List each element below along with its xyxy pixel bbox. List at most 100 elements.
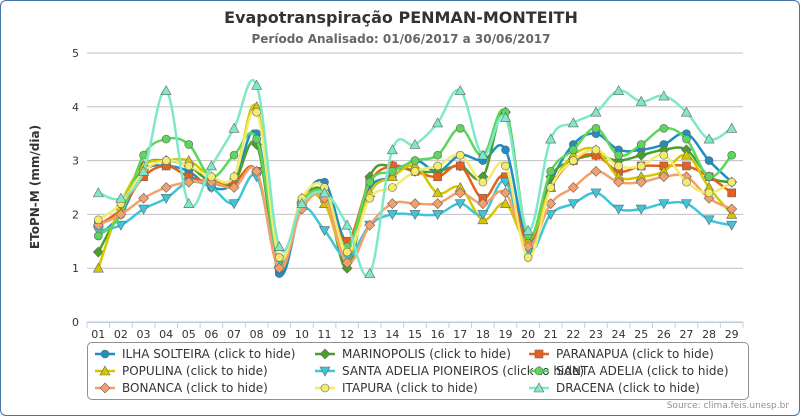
data-point-bonanca — [545, 198, 557, 210]
data-point-dracena — [409, 138, 421, 149]
x-tick-label: 20 — [521, 328, 535, 341]
legend-marker — [99, 382, 111, 394]
data-point-santa-adelia — [682, 134, 691, 144]
legend-symbol — [529, 382, 549, 393]
data-point-bonanca — [567, 182, 579, 193]
series-line-itapura — [97, 108, 733, 262]
legend-symbol — [529, 366, 549, 376]
data-point-santa-adelia-pioneiros — [138, 204, 150, 215]
data-point-itapura — [455, 150, 465, 160]
data-point-dracena — [454, 85, 466, 95]
data-point-santa-adelia-pioneiros — [228, 199, 240, 210]
data-point-dracena — [703, 133, 715, 144]
data-point-dracena — [590, 106, 602, 117]
data-point-santa-adelia — [433, 150, 442, 160]
legend-label: ILHA SOLTEIRA (click to hide) — [122, 347, 296, 361]
data-point-dracena — [296, 198, 308, 208]
data-point-paranapua — [682, 161, 691, 171]
legend-marker — [99, 365, 111, 376]
data-point-santa-adelia — [546, 167, 556, 176]
data-point-bonanca — [251, 165, 263, 177]
series-marinopolis — [92, 106, 738, 274]
data-point-santa-adelia-pioneiros — [432, 210, 444, 221]
x-tick-label: 05 — [182, 328, 196, 341]
data-point-dracena — [477, 149, 489, 160]
data-point-dracena — [658, 90, 670, 101]
data-point-bonanca — [228, 182, 240, 193]
x-tick-label: 03 — [137, 328, 151, 341]
data-point-bonanca — [454, 187, 466, 199]
data-point-dracena — [205, 160, 217, 171]
legend-label: PARANAPUA (click to hide) — [556, 347, 714, 361]
data-point-santa-adelia-pioneiros — [115, 220, 127, 231]
data-point-bonanca — [635, 176, 647, 188]
data-point-santa-adelia-pioneiros — [160, 193, 172, 204]
data-point-itapura — [523, 253, 533, 262]
y-tick-label: 3 — [72, 155, 79, 168]
data-point-dracena — [273, 241, 285, 251]
data-point-itapura — [501, 161, 510, 171]
data-point-santa-adelia — [455, 124, 465, 133]
data-point-bonanca — [658, 171, 670, 183]
data-point-santa-adelia — [727, 150, 736, 160]
x-tick-label: 16 — [431, 328, 445, 341]
data-point-dracena — [341, 219, 353, 230]
data-point-santa-adelia-pioneiros — [590, 188, 602, 199]
x-tick-label: 02 — [114, 328, 128, 341]
data-point-populina — [432, 187, 444, 198]
y-tick-label: 0 — [72, 316, 79, 329]
data-point-bonanca — [590, 165, 602, 177]
series-itapura — [94, 107, 736, 262]
data-point-santa-adelia-pioneiros — [477, 210, 489, 221]
data-point-santa-adelia-pioneiros — [726, 220, 738, 231]
data-point-itapura — [342, 247, 352, 257]
legend-label: SANTA ADELIA PIONEIROS (click to hide) — [342, 364, 585, 378]
x-tick-label: 09 — [272, 328, 286, 341]
data-point-santa-adelia-pioneiros — [454, 199, 466, 210]
x-tick-label: 12 — [340, 328, 354, 341]
data-point-paranapua — [455, 161, 465, 171]
data-point-populina — [499, 198, 511, 208]
data-point-bonanca — [500, 187, 511, 199]
series-line-populina — [97, 103, 733, 269]
data-point-ilha-solteira — [704, 156, 714, 165]
data-point-itapura — [682, 177, 691, 187]
data-point-dracena — [680, 106, 692, 117]
data-point-santa-adelia-pioneiros — [613, 204, 625, 215]
x-tick-label: 21 — [544, 328, 558, 341]
data-point-santa-adelia-pioneiros — [409, 210, 421, 221]
data-point-bonanca — [138, 192, 149, 204]
legend-marker — [534, 349, 544, 359]
y-axis-label: EToPN-M (mm/dia) — [28, 125, 42, 249]
data-point-itapura — [365, 193, 375, 203]
x-tick-label: 17 — [453, 328, 467, 341]
x-tick-label: 29 — [725, 328, 739, 341]
data-point-itapura — [252, 107, 261, 117]
legend-marker — [533, 382, 545, 393]
data-point-marinopolis — [92, 246, 104, 258]
x-tick-label: 19 — [498, 328, 512, 341]
data-point-santa-adelia — [252, 134, 261, 144]
data-point-dracena — [567, 117, 579, 128]
data-point-itapura — [591, 145, 601, 155]
data-point-dracena — [635, 95, 647, 106]
x-tick-label: 28 — [702, 328, 716, 341]
data-point-bonanca — [183, 176, 195, 188]
legend-label: MARINOPOLIS (click to hide) — [342, 347, 511, 361]
data-point-itapura — [94, 215, 103, 225]
chart-title: Evapotranspiração PENMAN-MONTEITH — [224, 8, 578, 27]
data-point-santa-adelia-pioneiros — [635, 204, 647, 215]
legend-marker — [534, 366, 544, 376]
data-point-itapura — [569, 156, 578, 165]
data-point-paranapua — [727, 188, 736, 198]
x-tick-label: 04 — [159, 328, 173, 341]
data-point-santa-adelia-pioneiros — [567, 199, 579, 210]
series-populina — [92, 101, 738, 273]
credits-link[interactable]: Source: clima.feis.unesp.br — [666, 401, 789, 411]
series-line-marinopolis — [97, 109, 732, 271]
legend-label: POPULINA (click to hide) — [122, 364, 268, 378]
data-point-santa-adelia — [365, 177, 375, 187]
data-point-ilha-solteira — [501, 145, 510, 155]
data-point-itapura — [410, 167, 420, 176]
x-tick-label: 27 — [679, 328, 693, 341]
